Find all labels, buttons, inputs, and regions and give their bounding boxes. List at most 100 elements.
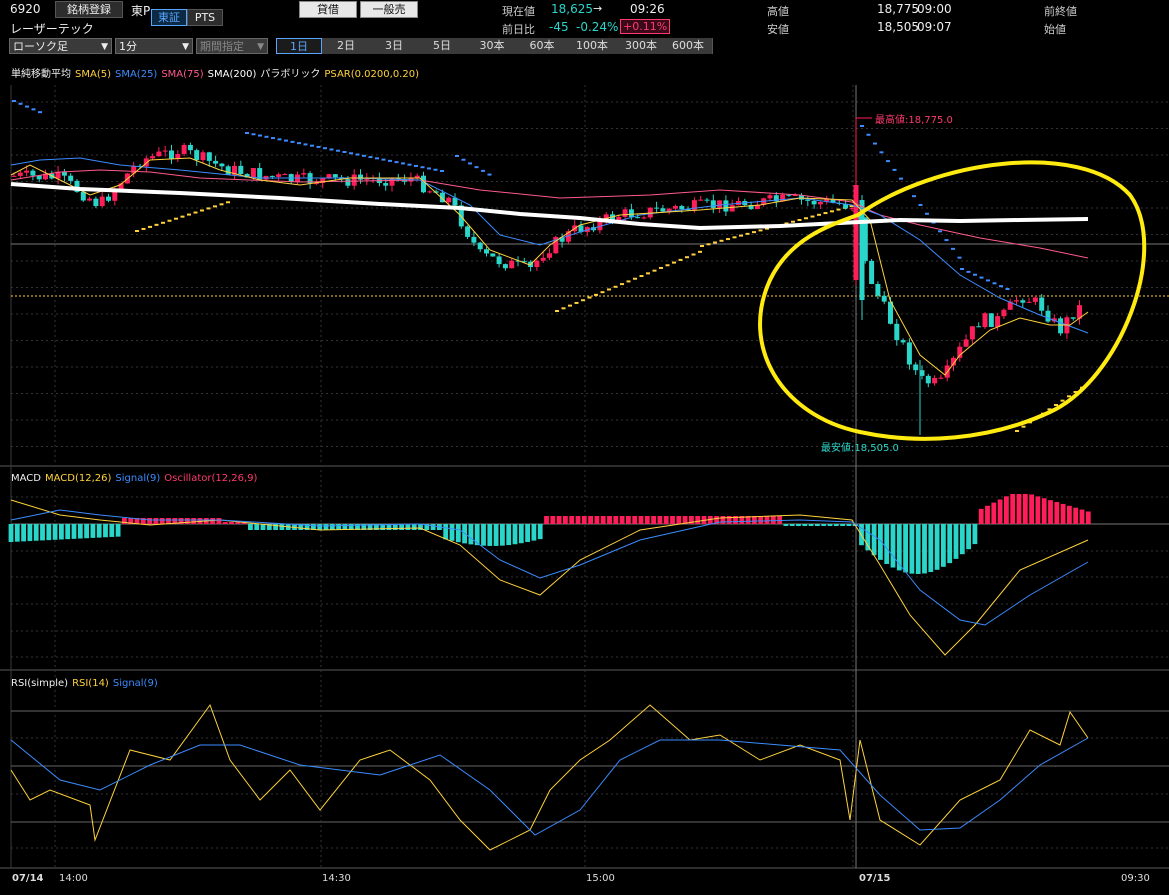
macd-histogram-bar [758,516,764,524]
macd-histogram-bar [77,524,83,539]
psar-dot [290,140,295,143]
candle-body [471,236,477,243]
candle-body [358,174,363,180]
candle-body [244,174,250,178]
candle-body [951,357,956,366]
range-tab[interactable]: 30本 [466,38,519,54]
candle-body [87,198,93,201]
psar-dot [639,275,644,278]
psar-dot [765,227,769,230]
psar-dot [784,222,789,225]
chart-type-select[interactable]: ローソク足 ▼ [9,38,112,54]
psar-dot [388,159,392,162]
range-tab[interactable]: 100本 [566,38,619,54]
psar-dot [979,276,984,279]
candle-body [679,206,685,210]
macd-histogram-bar [739,516,745,524]
candle-body [849,208,855,210]
candle-body [1020,300,1026,303]
diff-percent: -0.24% [576,20,619,34]
legend-psar: PSAR(0.0200,0.20) [324,69,419,80]
macd-histogram-bar [159,518,165,524]
rsi-panel [10,703,1089,851]
psar-dot [141,227,146,230]
macd-histogram-bar [626,516,631,524]
macd-histogram-bar [600,516,606,524]
psar-dot [700,245,704,247]
macd-histogram-bar [166,518,171,524]
range-tab[interactable]: 600本 [664,38,713,54]
psar-dot [886,160,890,163]
psar-dot [206,207,211,210]
macd-histogram-bar [222,522,228,524]
range-tab[interactable]: 60本 [518,38,567,54]
psar-dot [620,283,624,286]
psar-dot [427,167,431,170]
macd-histogram-bar [531,524,537,541]
max-leader-line [855,117,872,125]
macd-histogram-bar [953,524,959,559]
current-price-arrow: → [593,2,603,15]
register-stock-button[interactable]: 銘柄登録 [55,1,123,18]
high-time: 09:00 [917,2,952,16]
range-tab[interactable]: 1日 [276,38,322,54]
candle-body [439,192,445,203]
legend-oscillator: Oscillator(12,26,9) [164,473,258,484]
candle-body [232,165,237,175]
x-label-0930: 09:30 [1121,873,1150,884]
open-label: 始値 [1044,23,1066,36]
macd-histogram-bar [430,524,436,530]
macd-histogram-bar [1060,503,1066,524]
macd-histogram-bar [241,522,247,524]
highlight-ellipse [758,160,1147,441]
high-value: 18,775 [877,2,919,16]
macd-histogram-bar [71,524,77,539]
tab-tse[interactable]: 東証 [151,9,187,26]
macd-histogram-bar [1004,496,1009,524]
psar-dot [213,205,217,208]
tab-pts[interactable]: PTS [187,9,223,26]
candle-body [654,207,660,209]
interval-select[interactable]: 1分 ▼ [115,38,193,54]
candle-body [565,231,571,242]
psar-dot [830,210,834,213]
legend-sma200: SMA(200) [207,69,257,80]
range-tab[interactable]: 3日 [370,38,419,54]
sma75-line [10,169,1089,259]
macd-histogram-bar [65,524,71,540]
psar-dot [148,225,152,228]
candle-body [859,200,865,300]
psar-dot [407,163,412,166]
psar-dot [297,142,301,145]
psar-dot [381,158,386,161]
candle-body [421,175,426,193]
macd-histogram-bar [556,516,562,524]
candle-body [691,200,697,210]
psar-dot [1060,399,1065,402]
psar-dot [1054,404,1058,406]
period-select[interactable]: 期間指定 ▼ [196,38,268,54]
range-tab[interactable]: 5日 [418,38,467,54]
legend-macd-title: MACD [11,473,41,484]
macd-histogram-bar [386,524,392,530]
macd-histogram-bar [720,516,726,524]
psar-dot [1021,425,1026,428]
psar-dot [394,161,399,164]
candle-body [1070,317,1076,319]
macd-histogram-bar [846,524,852,526]
macd-histogram-bar [896,524,902,571]
macd-histogram-bar [329,524,335,530]
psar-dot [973,273,977,276]
range-tab[interactable]: 2日 [322,38,371,54]
psar-dot [797,219,802,221]
psar-dot [568,304,572,307]
psar-dot [912,195,916,198]
macd-histogram-bar [695,516,701,524]
candle-body [490,253,496,257]
general-sell-button[interactable]: 一般売 [360,1,418,18]
loan-button[interactable]: 貸借 [299,1,357,18]
candle-body [717,200,723,208]
candle-body [881,295,887,302]
psar-dot [161,221,165,224]
